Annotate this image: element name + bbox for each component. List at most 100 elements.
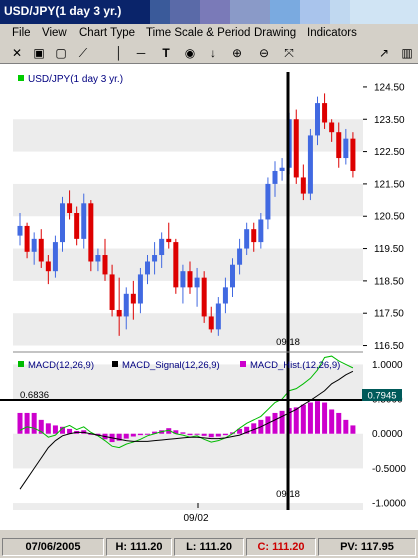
candle-body — [173, 242, 179, 288]
macd-hist-bar — [45, 423, 51, 434]
zoom-select-icon[interactable]: ▣ — [33, 46, 45, 60]
macd-hist-bar — [215, 433, 221, 437]
vertical-line-icon[interactable]: │ — [115, 46, 123, 60]
macd-hist-bar — [38, 419, 44, 434]
macd-legend-label: MACD_Hist.(12,26,9) — [250, 360, 340, 371]
window-title: USD/JPY(1 day 3 yr.) — [4, 4, 122, 18]
draw-line-icon[interactable]: ⟋ — [78, 46, 88, 60]
macd-hist-bar — [244, 426, 250, 434]
trend-icon[interactable]: ↗ — [378, 46, 390, 60]
macd-hist-bar — [307, 402, 313, 434]
macd-legend-swatch — [112, 361, 118, 367]
chart-svg[interactable]: USD/JPY(1 day 3 yr.) 124.50 123.50 122.50 1… — [0, 64, 418, 530]
candle-body — [265, 183, 271, 220]
x-axis-label: 09/02 — [183, 513, 208, 524]
candle-body — [52, 242, 58, 272]
candle-body — [166, 238, 172, 243]
macd-hist-bar — [145, 433, 150, 435]
macd-hist-bar — [24, 412, 30, 434]
candle-body — [315, 103, 320, 136]
macd-hist-bar — [166, 428, 172, 434]
macd-tick-label: -0.5000 — [372, 464, 406, 475]
arrow-down-icon[interactable]: ↓ — [210, 46, 216, 60]
candle-body — [322, 103, 328, 123]
price-tick-label: 123.50 — [374, 115, 405, 126]
current-value-box — [362, 389, 402, 401]
candle-body — [293, 119, 299, 178]
menu-file[interactable]: File — [12, 27, 31, 39]
target-icon[interactable]: ◉ — [184, 46, 196, 60]
window-icon[interactable]: ▢ — [55, 46, 67, 60]
price-tick-label: 116.50 — [374, 341, 404, 352]
status-low: L: 111.20 — [174, 538, 244, 556]
fit-icon[interactable]: ⤧ — [284, 46, 294, 60]
candle-body — [336, 132, 342, 159]
status-high: H: 111.20 — [106, 538, 172, 556]
status-close: C: 111.20 — [246, 538, 316, 556]
horizontal-line-icon[interactable]: ─ — [136, 46, 146, 60]
status-bar: 07/06/2005 H: 111.20 L: 111.20 C: 111.20… — [0, 534, 418, 558]
crosshair-macd-date: 09/18 — [276, 489, 300, 500]
candle-body — [279, 167, 285, 171]
macd-hist-bar — [208, 433, 214, 438]
macd-hist-bar — [336, 412, 342, 434]
price-legend: USD/JPY(1 day 3 yr.) — [28, 74, 123, 85]
macd-hist-bar — [272, 412, 278, 434]
macd-legend-swatch — [18, 361, 24, 367]
macd-hist-bar — [116, 433, 122, 441]
candle-body — [159, 238, 165, 256]
zoom-in-icon[interactable]: ⊕ — [231, 46, 243, 60]
candle-body — [116, 309, 122, 317]
candle-body — [222, 287, 228, 304]
toolbar: ✕ ▣ ▢ ⟋ │ ─ T ◉ ↓ ⊕ ⊖ ⤧ ↗ ▥ — [0, 43, 418, 64]
text-tool-icon[interactable]: T — [162, 46, 170, 60]
macd-legend-label: MACD(12,26,9) — [28, 360, 94, 371]
candle-body — [31, 238, 37, 252]
zoom-out-icon[interactable]: ⊖ — [258, 46, 270, 60]
macd-hist-bar — [60, 426, 65, 434]
candle-body — [180, 271, 186, 288]
candle-body — [60, 203, 65, 243]
candle-body — [215, 303, 221, 330]
macd-hist-bar — [173, 430, 179, 434]
menu-indicators[interactable]: Indicators — [307, 27, 357, 39]
macd-hist-bar — [350, 425, 356, 434]
macd-hist-bar — [230, 432, 235, 434]
macd-hist-bar — [180, 432, 186, 434]
candle-body — [24, 225, 30, 252]
crosshair-icon[interactable]: ✕ — [11, 46, 23, 60]
legend-swatch — [18, 75, 24, 81]
candle-body — [329, 122, 335, 133]
macd-hist-bar — [251, 423, 257, 434]
macd-hist-bar — [315, 401, 320, 434]
candle-body — [74, 213, 80, 239]
candle-body — [251, 229, 257, 243]
macd-hist-bar — [279, 410, 285, 434]
price-tick-label: 117.50 — [374, 309, 404, 320]
candle-body — [307, 135, 313, 194]
macd-hist-bar — [265, 416, 271, 434]
candle-body — [38, 238, 44, 262]
chart-area[interactable]: USD/JPY(1 day 3 yr.) 124.50 123.50 122.50 1… — [0, 64, 418, 530]
menu-chart-type[interactable]: Chart Type — [79, 27, 136, 39]
candle-body — [123, 293, 129, 317]
macd-hist-bar — [300, 404, 306, 434]
macd-hist-bar — [222, 433, 228, 436]
candle-body — [230, 264, 235, 288]
candle-body — [88, 203, 94, 262]
macd-hist-bar — [67, 428, 73, 434]
candle-body — [45, 261, 51, 272]
candle-body — [81, 203, 87, 239]
price-tick-label: 122.50 — [374, 147, 405, 158]
candle-body — [258, 219, 264, 243]
candle-body — [237, 248, 243, 265]
menu-drawing[interactable]: Drawing — [254, 27, 297, 39]
chart-icon[interactable]: ▥ — [401, 46, 413, 60]
menu-view[interactable]: View — [42, 27, 67, 39]
macd-tick-label: 0.0000 — [372, 429, 403, 440]
menu-time-scale[interactable]: Time Scale & Period — [146, 27, 251, 39]
candle-body — [109, 274, 115, 310]
macd-legend-label: MACD_Signal(12,26,9) — [122, 360, 220, 371]
price-tick-label: 121.50 — [374, 179, 405, 190]
macd-hist-bar — [123, 433, 129, 439]
